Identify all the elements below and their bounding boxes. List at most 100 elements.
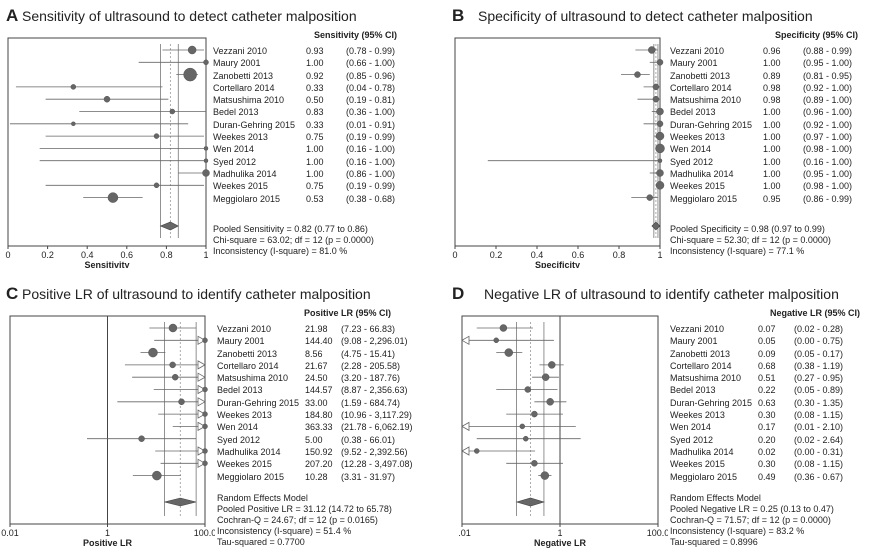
- study-estimate: 0.09: [758, 348, 776, 359]
- study-estimate: 0.75: [306, 132, 324, 143]
- study-estimate: 0.92: [306, 70, 324, 81]
- x-tick-label: 0.2: [490, 250, 503, 260]
- study-name: Bedel 2013: [217, 385, 263, 396]
- ci-arrow-left: [461, 446, 470, 456]
- study-ci: (0.00 - 0.31): [794, 446, 844, 457]
- study-estimate: 1.00: [306, 156, 324, 167]
- study-name: Maury 2001: [670, 58, 718, 69]
- study-ci: (0.08 - 1.15): [794, 459, 844, 470]
- study-point: [153, 133, 160, 139]
- study-point: [656, 59, 664, 66]
- x-tick-label: 0.8: [613, 250, 626, 260]
- column-header: Specificity (95% CI): [775, 30, 859, 40]
- ci-arrow-right: [197, 384, 206, 395]
- study-point: [203, 146, 209, 151]
- study-ci: (7.23 - 66.83): [341, 324, 396, 334]
- study-name: Wen 2014: [670, 422, 711, 433]
- study-point: [519, 423, 526, 430]
- estimate-column: 0.96 1.00 0.89 0.98 0.98 1.00 1.00 1.00 1.00 1.00…: [763, 45, 781, 205]
- study-ci: (0.85 - 0.96): [346, 70, 396, 81]
- forest-plot-negative-lr: 0.01 1 100.0 Negative LR: [458, 315, 668, 548]
- panel-title: Sensitivity of ultrasound to detect cath…: [22, 8, 357, 24]
- study-ci: (2.28 - 205.58): [341, 360, 401, 371]
- study-name: Maury 2001: [217, 336, 265, 347]
- study-point: [148, 347, 158, 358]
- study-estimate: 144.57: [305, 385, 333, 396]
- study-point: [187, 45, 197, 55]
- study-name: Matsushima 2010: [217, 373, 289, 384]
- study-ci: (0.38 - 0.68): [346, 193, 396, 204]
- study-estimate: 33.00: [305, 397, 328, 408]
- study-ci: (1.59 - 684.74): [341, 397, 401, 408]
- study-ci: (0.36 - 0.67): [794, 471, 844, 482]
- study-name: Vezzani 2010: [670, 46, 725, 56]
- forest-plot-specificity: 0 0.2 0.4 0.6 0.8 1 Specificity: [452, 37, 665, 268]
- study-name-column: Vezzani 2010 Maury 2001 Zanobetti 2013 Cort…: [670, 323, 752, 483]
- x-tick-label: 0.01: [458, 528, 471, 538]
- ci-column: (0.88 - 0.99) (0.95 - 1.00) (0.81 - 0.95)(…: [803, 45, 852, 205]
- study-name: Weekes 2013: [670, 410, 725, 421]
- study-point: [656, 169, 664, 177]
- stats-line: Chi-square = 63.02; df = 12 (p = 0.0000): [213, 235, 374, 245]
- study-point: [655, 181, 665, 190]
- pooled-diamond: [159, 221, 179, 231]
- ci-arrow-right: [197, 446, 206, 456]
- ci-arrow-right: [197, 421, 206, 432]
- study-point: [169, 361, 176, 369]
- study-point: [499, 324, 508, 332]
- stats-line: Inconsistency (I-square) = 51.4 %: [217, 526, 352, 536]
- study-estimate: 0.83: [306, 107, 324, 118]
- study-name: Duran-Gehring 2015: [670, 397, 753, 408]
- study-ci: (0.86 - 0.99): [803, 193, 853, 204]
- study-ci: (12.28 - 3,497.08): [341, 459, 413, 470]
- study-point: [107, 192, 119, 203]
- study-point: [648, 46, 656, 54]
- study-point: [523, 435, 529, 442]
- study-ci: (0.92 - 1.00): [803, 82, 853, 93]
- study-name: Bedel 2013: [670, 385, 716, 396]
- study-estimate: 0.89: [763, 70, 781, 81]
- study-estimate: 0.49: [758, 471, 776, 482]
- study-name: Duran-Gehring 2015: [213, 119, 296, 130]
- stats-line: Tau-squared = 0.7700: [217, 537, 305, 547]
- study-estimate: 8.56: [305, 348, 323, 359]
- x-tick-label: 1: [105, 528, 110, 538]
- study-estimate: 1.00: [306, 58, 324, 69]
- ci-arrow-right: [197, 409, 206, 419]
- study-estimate: 21.98: [305, 324, 328, 334]
- plot-frame: [454, 37, 661, 247]
- study-name: Weekes 2013: [670, 132, 725, 143]
- study-name: Weekes 2015: [213, 181, 268, 192]
- x-tick-label: 1: [657, 250, 662, 260]
- study-point: [153, 182, 160, 189]
- x-axis-label: Negative LR: [534, 538, 587, 548]
- study-ci: (0.27 - 0.95): [794, 373, 844, 384]
- pooled-diamond: [515, 497, 545, 507]
- pooled-diamond: [164, 497, 197, 507]
- study-name: Weekes 2015: [670, 181, 725, 192]
- study-ci: (0.00 - 0.75): [794, 336, 844, 347]
- study-name: Zanobetti 2013: [670, 348, 731, 359]
- ci-arrow-right: [197, 335, 206, 345]
- study-point: [202, 337, 208, 344]
- study-estimate: 0.98: [763, 82, 781, 93]
- study-ci: (10.96 - 3,117.29): [341, 410, 412, 421]
- x-tick-label: 0.4: [531, 250, 544, 260]
- study-name: Maury 2001: [670, 336, 718, 347]
- stats-line: Pooled Specificity = 0.98 (0.97 to 0.99): [670, 224, 825, 234]
- study-ci: (0.19 - 0.99): [346, 132, 396, 143]
- column-header: Negative LR (95% CI): [770, 308, 861, 318]
- panel-title: Negative LR of ultrasound to identify ca…: [484, 286, 839, 302]
- study-point: [655, 131, 665, 141]
- stats-line: Inconsistency (I-square) = 81.0 %: [213, 246, 348, 256]
- study-estimate: 1.00: [763, 58, 781, 69]
- study-point: [524, 386, 532, 393]
- study-estimate: 1.00: [763, 168, 781, 179]
- x-tick-label: 0: [452, 250, 457, 260]
- study-estimate: 0.20: [758, 434, 776, 445]
- study-name: Zanobetti 2013: [217, 348, 278, 359]
- study-estimate: 0.07: [758, 324, 776, 334]
- study-estimate: 5.00: [305, 434, 323, 445]
- study-point: [634, 71, 641, 78]
- x-axis-label: Sensitivity: [84, 260, 129, 268]
